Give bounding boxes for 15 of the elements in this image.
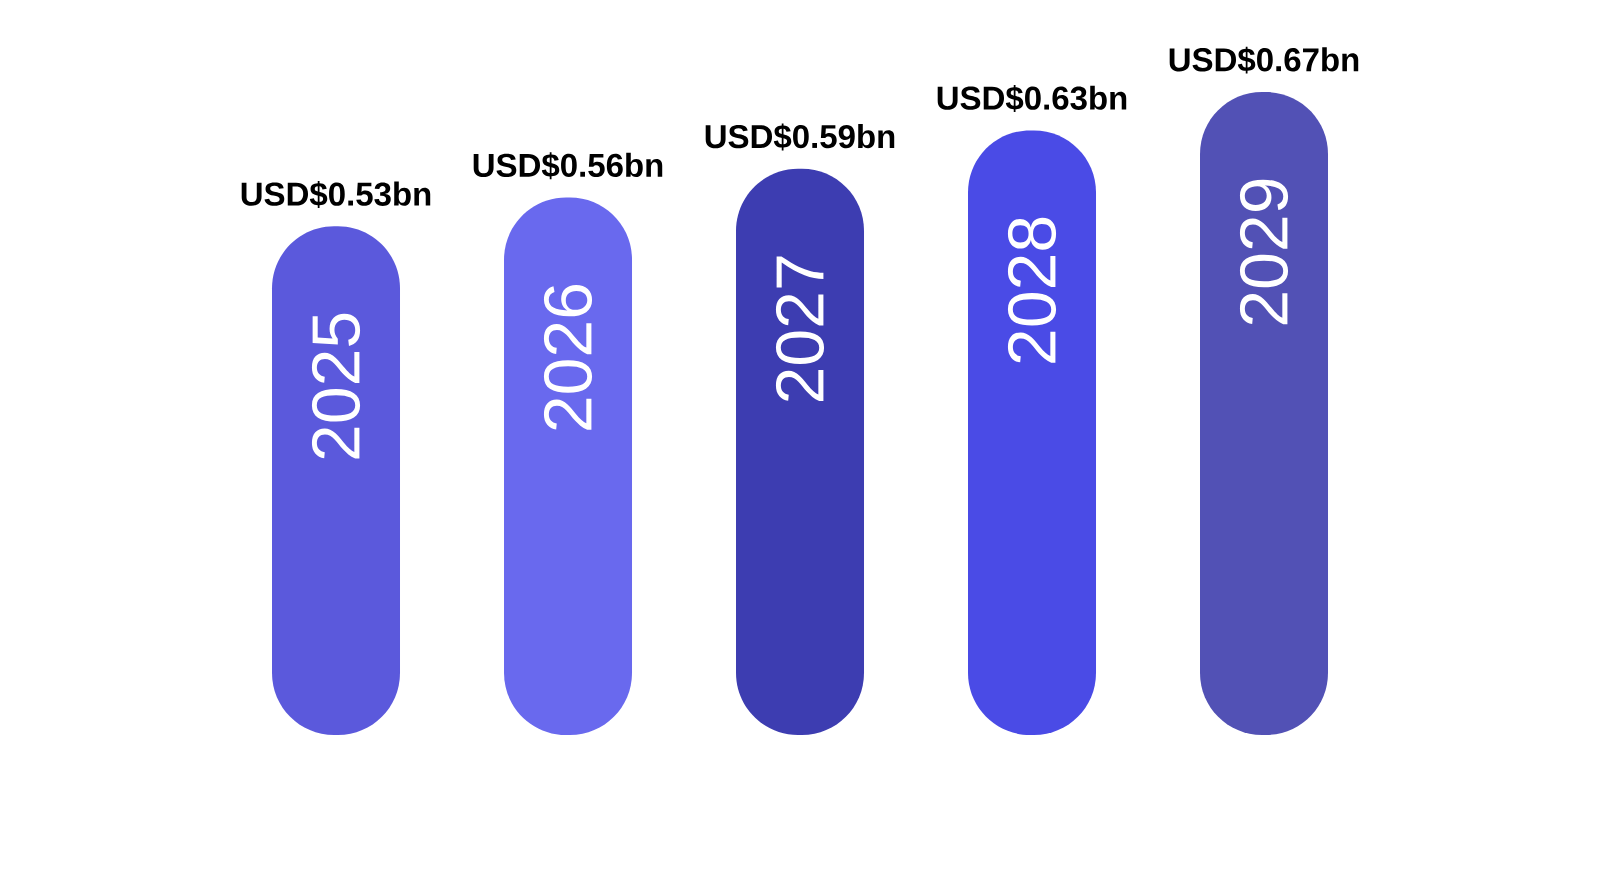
data-label: USD$0.63bn — [937, 85, 1127, 112]
x-tick-label: 2029 — [1239, 179, 1289, 325]
bar — [504, 197, 633, 735]
bar — [736, 168, 865, 735]
bar — [272, 226, 401, 735]
data-label: USD$0.59bn — [705, 123, 895, 151]
data-label: USD$0.67bn — [1169, 46, 1359, 74]
bar — [968, 130, 1097, 735]
bar — [1200, 92, 1329, 735]
data-label: USD$0.56bn — [473, 152, 663, 180]
x-tick-label: 2026 — [543, 285, 593, 430]
x-tick-label: 2025 — [311, 313, 361, 459]
x-tick-label: 2028 — [1007, 217, 1057, 363]
data-label: USD$0.53bn — [241, 181, 431, 208]
x-tick-label: 2027 — [775, 256, 825, 402]
